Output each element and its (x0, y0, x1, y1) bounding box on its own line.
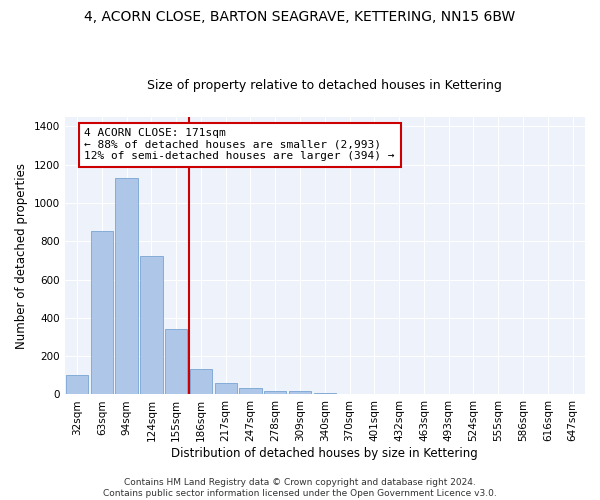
Text: 4 ACORN CLOSE: 171sqm
← 88% of detached houses are smaller (2,993)
12% of semi-d: 4 ACORN CLOSE: 171sqm ← 88% of detached … (85, 128, 395, 162)
X-axis label: Distribution of detached houses by size in Kettering: Distribution of detached houses by size … (172, 447, 478, 460)
Bar (140, 256, 163, 394)
Title: Size of property relative to detached houses in Kettering: Size of property relative to detached ho… (148, 79, 502, 92)
Bar (190, 368, 212, 394)
Bar (264, 390, 286, 394)
Bar (66, 374, 88, 394)
Bar (165, 330, 187, 394)
Text: 4, ACORN CLOSE, BARTON SEAGRAVE, KETTERING, NN15 6BW: 4, ACORN CLOSE, BARTON SEAGRAVE, KETTERI… (85, 10, 515, 24)
Bar (314, 392, 336, 394)
Text: Contains HM Land Registry data © Crown copyright and database right 2024.
Contai: Contains HM Land Registry data © Crown c… (103, 478, 497, 498)
Bar (115, 178, 138, 394)
Y-axis label: Number of detached properties: Number of detached properties (15, 162, 28, 348)
Bar (289, 391, 311, 394)
Bar (215, 383, 237, 394)
Bar (239, 388, 262, 394)
Bar (91, 230, 113, 394)
